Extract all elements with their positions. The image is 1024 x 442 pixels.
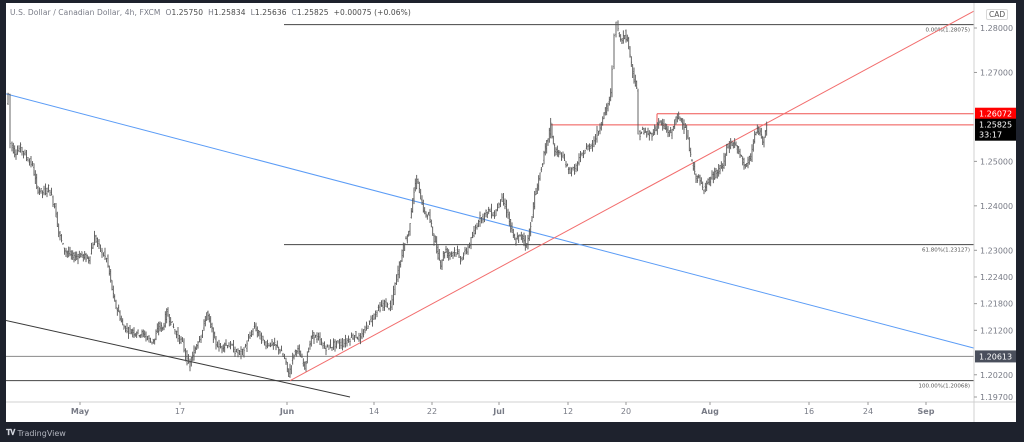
last-price-tag bbox=[975, 118, 1016, 141]
time-tick-label: Jul bbox=[492, 407, 505, 416]
fib-level-label: 61.80%(1.23127) bbox=[922, 248, 970, 254]
brand-name: TradingView bbox=[17, 428, 66, 438]
price-tick-label: 1.24000 bbox=[980, 202, 1013, 211]
symbol-legend: U.S. Dollar / Canadian Dollar, 4h, FXCM … bbox=[10, 8, 411, 17]
price-chart[interactable]: 0.00%(1.28075) 61.80%(1.23127) 100.00%(1.2… bbox=[6, 3, 1016, 422]
price-tick-label: 1.20200 bbox=[980, 371, 1013, 380]
horizontal-levels bbox=[6, 113, 974, 357]
fib-level-label: 0.00%(1.28075) bbox=[925, 28, 970, 34]
footer: 𝐓𝐕 TradingView bbox=[6, 426, 66, 440]
price-tag-label: 1.20613 bbox=[979, 352, 1012, 361]
last-price-label: 1.25825 bbox=[979, 121, 1012, 130]
ohlc-bars bbox=[7, 20, 768, 378]
time-tick-label: 24 bbox=[863, 407, 873, 416]
price-tick-label: 1.22400 bbox=[980, 273, 1013, 282]
change-value: +0.00075 (+0.06%) bbox=[333, 8, 411, 17]
price-tick-label: 1.28000 bbox=[980, 24, 1013, 33]
black-descending-trendline[interactable] bbox=[6, 320, 351, 398]
price-tag-gray bbox=[975, 350, 1016, 363]
time-axis[interactable]: May 17 Jun 14 22 Jul 12 20 Aug 16 24 Sep bbox=[6, 401, 1016, 416]
blue-descending-trendline[interactable] bbox=[6, 93, 975, 349]
price-tick-label: 1.21200 bbox=[980, 326, 1013, 335]
time-tick-label: May bbox=[71, 407, 90, 416]
close-value: 1.25825 bbox=[296, 8, 329, 17]
time-tick-label: 16 bbox=[804, 407, 814, 416]
symbol-title: U.S. Dollar / Canadian Dollar, 4h, FXCM bbox=[10, 8, 161, 17]
price-tick-label: 1.27000 bbox=[980, 68, 1013, 77]
price-tag-label: 1.26072 bbox=[979, 110, 1012, 119]
time-tick-label: 12 bbox=[563, 407, 573, 416]
fib-level-label: 100.00%(1.20068) bbox=[918, 384, 970, 390]
price-tick-label: 1.25000 bbox=[980, 157, 1013, 166]
price-tick-label: 1.21800 bbox=[980, 300, 1013, 309]
low-value: 1.25636 bbox=[254, 8, 287, 17]
time-tick-label: 22 bbox=[427, 407, 437, 416]
price-tick-label: 1.19700 bbox=[980, 393, 1013, 402]
bar-countdown-label: 33:17 bbox=[979, 131, 1002, 140]
time-tick-label: 20 bbox=[621, 407, 631, 416]
price-tick-label: 1.23000 bbox=[980, 246, 1013, 255]
price-axis[interactable]: 1.28000 1.27000 1.25000 1.24000 1.23000 1.224… bbox=[973, 3, 1013, 422]
time-tick-label: Sep bbox=[918, 407, 935, 416]
time-tick-label: Jun bbox=[279, 407, 295, 416]
fibonacci-retracement[interactable]: 0.00%(1.28075) 61.80%(1.23127) 100.00%(1.2… bbox=[6, 24, 974, 390]
chart-frame[interactable]: 0.00%(1.28075) 61.80%(1.23127) 100.00%(1.2… bbox=[6, 3, 1016, 422]
currency-badge[interactable]: CAD bbox=[986, 9, 1009, 20]
time-tick-label: 14 bbox=[369, 407, 379, 416]
open-value: 1.25750 bbox=[171, 8, 204, 17]
time-tick-label: Aug bbox=[701, 407, 719, 416]
price-tag-red bbox=[975, 107, 1016, 120]
red-ascending-trendline[interactable] bbox=[289, 10, 975, 382]
high-value: 1.25834 bbox=[213, 8, 246, 17]
time-tick-label: 17 bbox=[175, 407, 185, 416]
trendlines[interactable] bbox=[6, 10, 975, 398]
tradingview-logo-icon[interactable]: 𝐓𝐕 bbox=[6, 428, 16, 437]
